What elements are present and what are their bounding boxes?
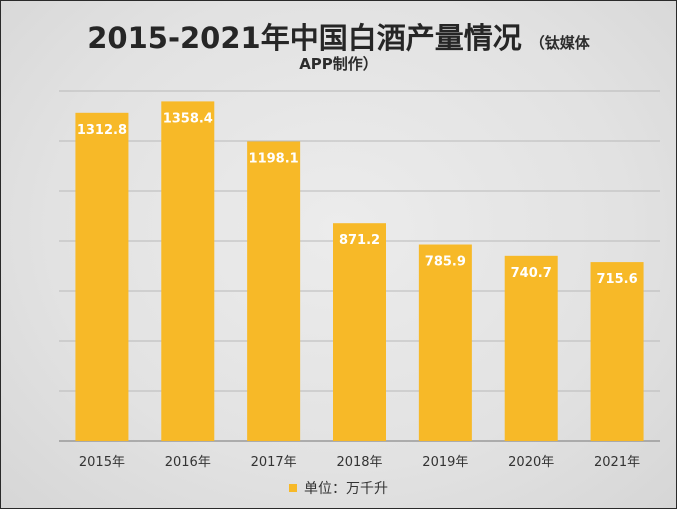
bar-value-label-4: 785.9: [425, 255, 466, 270]
bar-5: [504, 255, 558, 441]
bar-0: [75, 112, 129, 442]
bar-value-label-5: 740.7: [511, 266, 552, 281]
bar-4: [418, 244, 472, 441]
bar-value-label-1: 1358.4: [163, 111, 213, 126]
x-tick-label-5: 2020年: [508, 455, 554, 470]
x-tick-label-3: 2018年: [336, 455, 382, 470]
chart-legend: 单位：万千升: [1, 480, 676, 498]
bar-2: [247, 141, 301, 441]
source-note-part1: （钛媒体: [529, 34, 590, 52]
bar-value-label-3: 871.2: [339, 233, 380, 248]
chart-title-line1: 2015-2021年中国白酒产量情况 （钛媒体: [1, 17, 676, 64]
bar-3: [333, 223, 386, 441]
x-tick-label-1: 2016年: [165, 455, 211, 470]
bar-6: [590, 262, 644, 441]
legend-label: 单位：万千升: [304, 481, 388, 497]
bar-value-label-0: 1312.8: [77, 123, 127, 138]
source-note-part2: APP制作）: [299, 55, 378, 73]
bar-1: [161, 101, 215, 442]
bar-value-label-6: 715.6: [597, 272, 638, 287]
chart-title: 2015-2021年中国白酒产量情况: [87, 21, 522, 55]
x-tick-label-2: 2017年: [251, 455, 297, 470]
x-tick-label-0: 2015年: [79, 455, 125, 470]
x-tick-label-4: 2019年: [422, 455, 468, 470]
legend-swatch: [289, 484, 297, 492]
bar-value-label-2: 1198.1: [249, 151, 299, 166]
x-tick-label-6: 2021年: [594, 455, 640, 470]
